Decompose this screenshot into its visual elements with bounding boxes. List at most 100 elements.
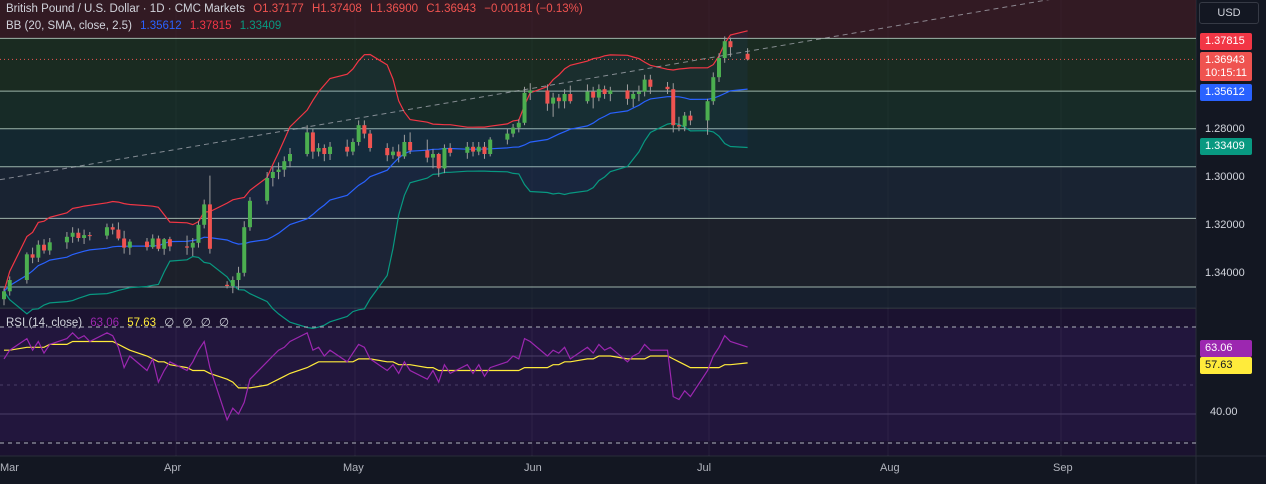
candle <box>671 83 676 133</box>
candle-body <box>402 142 407 157</box>
x-tick-label: Jun <box>524 462 542 474</box>
candle <box>682 112 687 132</box>
candle <box>185 235 190 255</box>
candle-body <box>87 235 92 237</box>
candle <box>24 252 29 284</box>
candle-body <box>711 77 716 102</box>
candle-body <box>390 151 395 156</box>
candle-body <box>116 229 121 239</box>
candle-body <box>322 148 327 154</box>
candle <box>408 132 413 154</box>
candle <box>402 134 407 159</box>
bb-fill <box>4 30 748 329</box>
candle <box>642 74 647 97</box>
candle <box>602 85 607 99</box>
price-zone <box>0 38 1196 92</box>
candle <box>145 238 149 251</box>
candle-body <box>310 132 315 152</box>
candle <box>436 152 441 177</box>
candle-body <box>608 90 613 94</box>
candle <box>7 276 12 296</box>
candle-body <box>631 94 636 99</box>
bb-legend[interactable]: BB (20, SMA, close, 2.5) 1.35612 1.37815… <box>6 20 286 32</box>
rsi-legend[interactable]: RSI (14, close) 63.06 57.63 ∅ ∅ ∅ ∅ <box>6 315 234 329</box>
price-zone <box>0 286 1196 308</box>
candle <box>442 144 447 174</box>
bb-basis-badge: 1.35612 <box>1200 84 1252 101</box>
candle-body <box>145 241 149 248</box>
candle <box>390 146 395 159</box>
candle <box>568 85 573 104</box>
candle-body <box>648 79 653 87</box>
candle-body <box>185 246 190 248</box>
x-tick-label: Aug <box>880 462 900 474</box>
bb-upper-value: 1.37815 <box>189 20 232 32</box>
candle-body <box>385 148 390 156</box>
candle-body <box>70 232 75 237</box>
bb-upper-badge: 1.37815 <box>1200 33 1252 50</box>
candle-body <box>104 227 109 236</box>
candle <box>465 142 470 159</box>
candle-body <box>625 90 630 99</box>
candle-body <box>556 97 561 102</box>
candle-body <box>242 227 247 273</box>
candle-body <box>270 172 275 178</box>
candle <box>247 197 252 231</box>
candle-body <box>305 132 310 154</box>
candle-body <box>516 122 521 128</box>
candle <box>688 110 693 126</box>
ohlc-open: O1.37177 <box>253 3 304 15</box>
candle-body <box>156 238 161 249</box>
candle-body <box>230 280 235 286</box>
y-tick-label: 1.30000 <box>1205 171 1245 183</box>
candle <box>305 125 310 157</box>
candle-body <box>528 90 533 93</box>
candle-body <box>362 125 367 134</box>
rsi-badge: 63.06 <box>1200 340 1252 357</box>
x-tick-label: May <box>343 462 364 474</box>
rsi-extra-2: ∅ <box>182 317 193 329</box>
candle-body <box>728 41 733 48</box>
candle <box>591 86 596 109</box>
candle <box>676 116 681 132</box>
candle <box>745 48 750 61</box>
candle-body <box>36 244 41 258</box>
candle-body <box>488 139 493 154</box>
bb-lower-value: 1.33409 <box>239 20 282 32</box>
candle <box>150 234 155 249</box>
candle-body <box>465 146 470 153</box>
candle <box>516 119 521 133</box>
x-tick-label: Mar <box>0 462 19 474</box>
candle <box>104 223 109 240</box>
candle-body <box>602 89 607 94</box>
candle <box>636 85 641 102</box>
candle-body <box>282 161 287 170</box>
candle <box>282 156 287 177</box>
currency-button[interactable]: USD <box>1199 2 1259 24</box>
candle-body <box>665 86 670 90</box>
candle <box>2 288 6 306</box>
candle <box>476 142 481 156</box>
candle <box>127 239 132 255</box>
candle <box>167 236 172 252</box>
price-badge-countdown: 10:15:11 <box>1205 67 1248 79</box>
candle-body <box>265 178 270 201</box>
candle-body <box>636 91 641 94</box>
candle <box>190 238 195 256</box>
candle <box>545 84 550 111</box>
candle-body <box>745 53 750 60</box>
candle <box>225 281 230 289</box>
candle <box>230 276 235 294</box>
symbol-title[interactable]: British Pound / U.S. Dollar · 1D · CMC M… <box>6 3 246 15</box>
candle <box>505 128 510 145</box>
rsi-extra-1: ∅ <box>164 317 175 329</box>
bb-lower-line <box>3 122 748 330</box>
candle-body <box>682 115 687 127</box>
candle-body <box>545 90 550 104</box>
candle-body <box>350 142 355 152</box>
candle-body <box>316 148 321 152</box>
candle <box>431 149 435 169</box>
candle-body <box>431 154 435 158</box>
candle-body <box>476 146 481 152</box>
